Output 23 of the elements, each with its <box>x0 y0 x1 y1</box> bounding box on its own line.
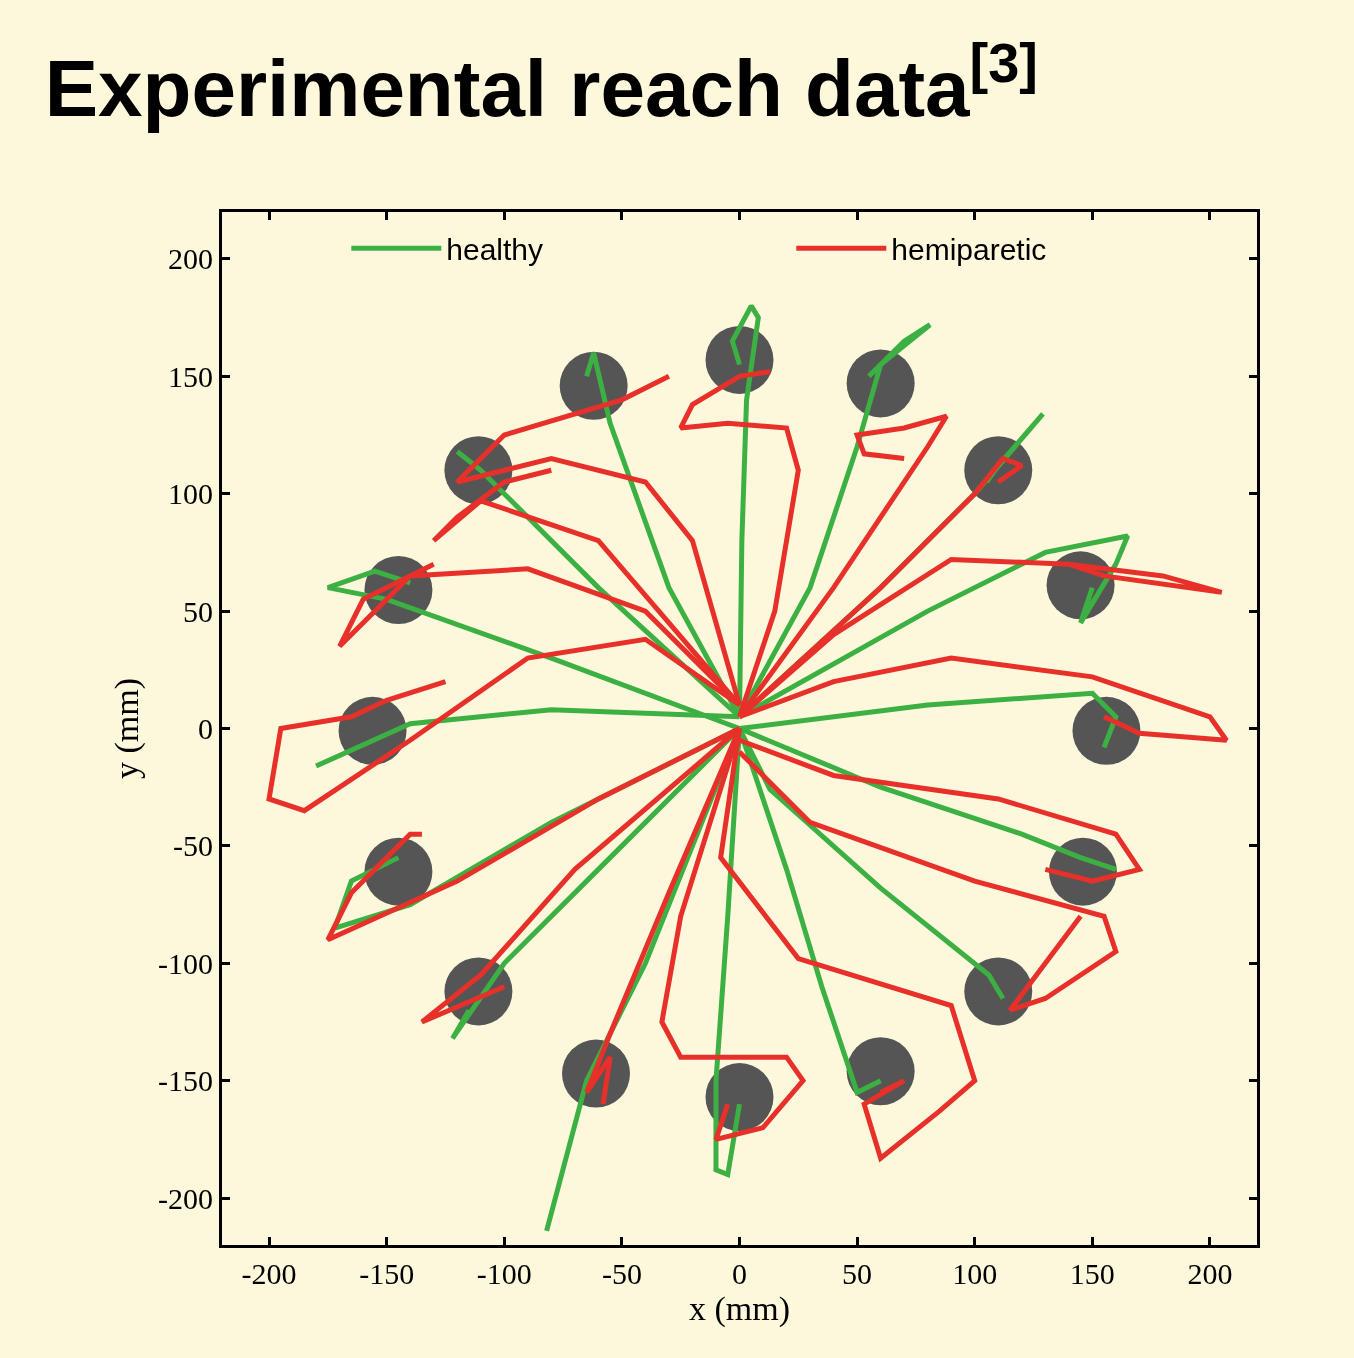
y-tick-label: 50 <box>183 594 213 628</box>
y-tick-label: 100 <box>168 477 213 511</box>
legend-label: hemiparetic <box>891 233 1047 267</box>
y-tick-label: -100 <box>158 946 213 980</box>
x-tick-label: -50 <box>601 1257 642 1290</box>
y-tick-label: -50 <box>173 829 213 863</box>
x-tick-label: -150 <box>359 1257 415 1290</box>
x-tick-label: 0 <box>732 1257 747 1290</box>
y-axis-title: y (mm) <box>107 677 146 780</box>
chart-title: Experimental reach data$^{[3]}$ <box>44 31 1038 133</box>
x-tick-label: 50 <box>842 1257 873 1290</box>
legend-label: healthy <box>446 233 544 267</box>
y-tick-label: -150 <box>158 1064 213 1098</box>
y-tick-label: 150 <box>168 359 213 393</box>
y-tick-label: 0 <box>198 712 213 745</box>
x-axis-title: x (mm) <box>688 1290 791 1329</box>
x-tick-label: -200 <box>241 1257 297 1290</box>
x-tick-label: -100 <box>476 1257 532 1290</box>
x-tick-label: 100 <box>952 1257 998 1290</box>
y-tick-label: 200 <box>168 242 213 276</box>
y-tick-label: -200 <box>158 1181 213 1215</box>
x-tick-label: 150 <box>1069 1257 1115 1290</box>
x-tick-label: 200 <box>1187 1257 1233 1290</box>
